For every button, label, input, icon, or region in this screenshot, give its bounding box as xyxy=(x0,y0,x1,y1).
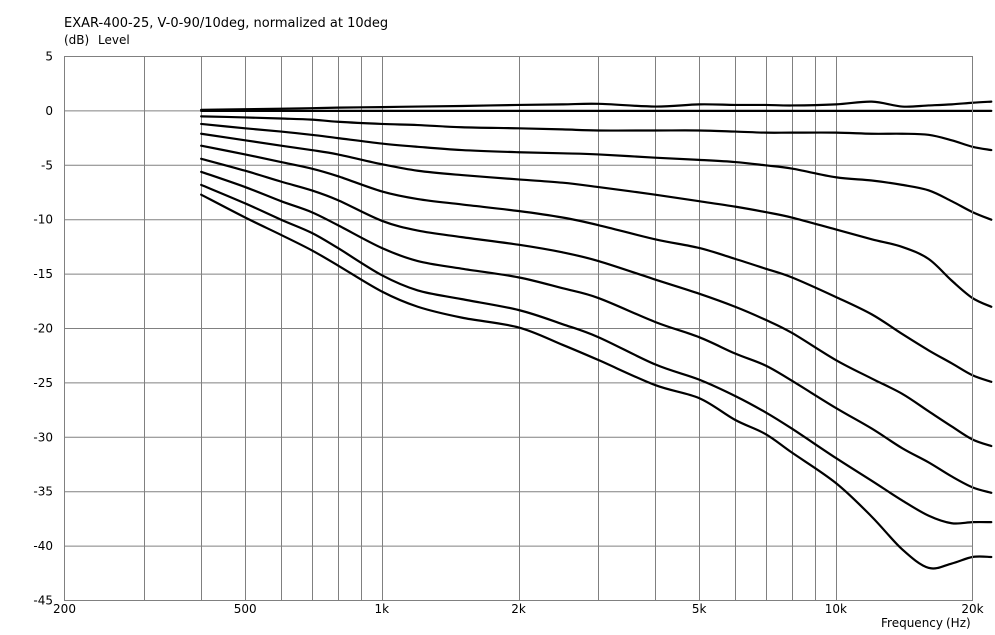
y-tick-label: -45 xyxy=(33,594,53,608)
x-tick-label: 10k xyxy=(825,602,847,616)
series-line-3 xyxy=(200,122,993,221)
series-line-9 xyxy=(200,193,993,570)
y-tick-label: -15 xyxy=(33,267,53,281)
series-line-2 xyxy=(200,115,993,152)
plot-frame xyxy=(64,56,973,601)
y-tick-label: -5 xyxy=(41,158,53,172)
y-tick-label: -20 xyxy=(33,322,53,336)
x-tick-label: 1k xyxy=(375,602,390,616)
series-line-7 xyxy=(200,170,993,494)
series-line-5 xyxy=(200,144,993,383)
series-line-0 xyxy=(200,100,993,111)
x-tick-label: 2k xyxy=(511,602,526,616)
y-tick-label: -40 xyxy=(33,539,53,553)
y-axis-label: Level xyxy=(98,33,130,47)
x-tick-labels: 200 500 1k 2k 5k 10k 20k xyxy=(53,602,984,616)
y-tick-label: 5 xyxy=(45,50,53,64)
y-tick-label: -35 xyxy=(33,485,53,499)
x-tick-label: 200 xyxy=(53,602,76,616)
chart-title: EXAR-400-25, V-0-90/10deg, normalized at… xyxy=(64,16,388,31)
x-tick-label: 20k xyxy=(961,602,983,616)
series-lines xyxy=(200,100,993,570)
x-axis-unit: (Hz) xyxy=(946,616,971,630)
y-tick-label: 0 xyxy=(45,104,53,118)
x-tick-label: 500 xyxy=(234,602,257,616)
y-tick-label: -30 xyxy=(33,430,53,444)
y-axis-unit: (dB) xyxy=(64,33,89,47)
y-tick-label: -10 xyxy=(33,213,53,227)
series-line-4 xyxy=(200,132,993,308)
y-tick-labels: 5 0 -5 -10 -15 -20 -25 -30 -35 -40 -45 xyxy=(33,50,53,608)
series-line-6 xyxy=(200,157,993,448)
x-axis-label: Frequency xyxy=(881,616,943,630)
series-line-8 xyxy=(200,183,993,525)
y-tick-label: -25 xyxy=(33,376,53,390)
x-tick-label: 5k xyxy=(692,602,707,616)
